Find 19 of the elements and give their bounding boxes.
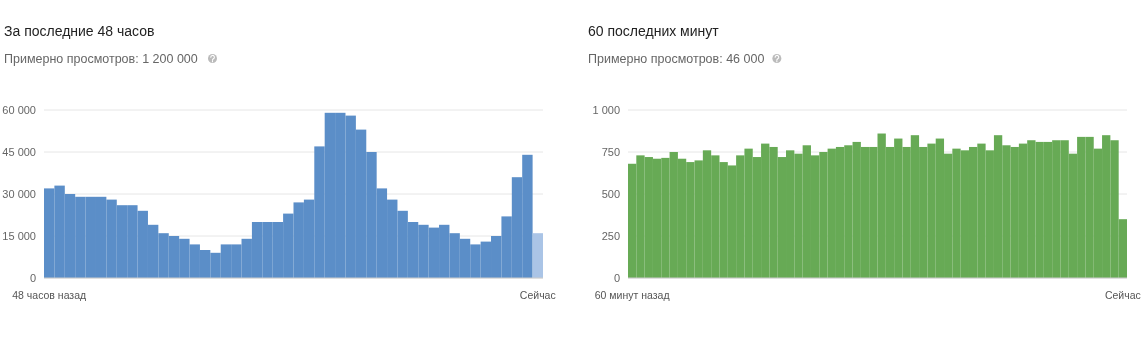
x-tick-label: Сейчас [1104, 289, 1141, 301]
x-tick-label: Сейчас [519, 289, 556, 301]
x-tick-label: 60 минут назад [594, 289, 670, 301]
y-tick-label: 750 [601, 146, 620, 158]
chart-subtitle: Примерно просмотров: 46 000 [588, 52, 765, 66]
y-tick-label: 15 000 [2, 230, 36, 242]
chart-title: За последние 48 часов [4, 23, 155, 39]
y-tick-label: 60 000 [2, 104, 36, 116]
y-tick-label: 30 000 [2, 188, 36, 200]
y-tick-label: 45 000 [2, 146, 36, 158]
bar [532, 233, 543, 278]
x-tick-label: 48 часов назад [12, 289, 87, 301]
y-tick-label: 500 [601, 188, 620, 200]
y-tick-label: 0 [29, 272, 36, 284]
y-tick-label: 0 [613, 272, 620, 284]
y-tick-label: 1 000 [592, 104, 620, 116]
y-tick-label: 250 [601, 230, 620, 242]
chart-subtitle: Примерно просмотров: 1 200 000 [4, 52, 198, 66]
chart-title: 60 последних минут [588, 23, 720, 39]
